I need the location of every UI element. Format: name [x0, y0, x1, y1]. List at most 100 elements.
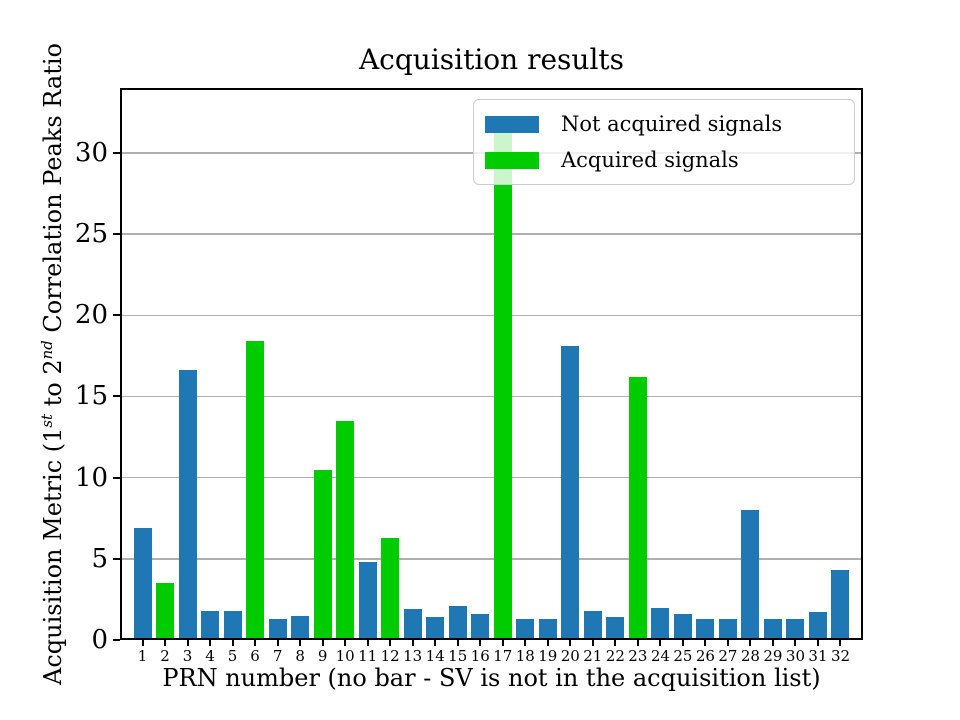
bar-prn-20 — [561, 346, 580, 640]
x-tick-mark-9 — [321, 640, 324, 646]
bar-prn-2 — [156, 583, 175, 640]
x-tick-label-7: 7 — [272, 647, 283, 665]
x-tick-mark-2 — [164, 640, 167, 646]
bar-prn-24 — [651, 607, 670, 640]
x-tick-mark-11 — [366, 640, 369, 646]
bar-prn-16 — [471, 614, 490, 640]
x-tick-label-18: 18 — [515, 647, 535, 665]
y-tick-mark-20 — [113, 314, 120, 317]
y-axis-label-sup-nd: nd — [38, 340, 56, 360]
y-tick-mark-30 — [113, 151, 120, 154]
x-tick-mark-25 — [681, 640, 684, 646]
x-tick-label-15: 15 — [448, 647, 468, 665]
bar-prn-1 — [133, 527, 152, 640]
bar-prn-13 — [403, 609, 422, 640]
bar-prn-8 — [291, 615, 310, 640]
x-tick-label-19: 19 — [538, 647, 558, 665]
x-tick-mark-18 — [524, 640, 527, 646]
chart-title: Acquisition results — [358, 43, 625, 76]
x-tick-label-12: 12 — [380, 647, 400, 665]
legend-item-acquired: Acquired signals — [474, 148, 854, 172]
x-tick-mark-30 — [794, 640, 797, 646]
x-tick-label-14: 14 — [425, 647, 445, 665]
x-tick-mark-13 — [411, 640, 414, 646]
y-tick-label-25: 25 — [74, 219, 108, 250]
x-tick-mark-4 — [209, 640, 212, 646]
x-tick-label-26: 26 — [695, 647, 715, 665]
x-tick-mark-23 — [636, 640, 639, 646]
x-tick-label-32: 32 — [830, 647, 851, 665]
x-tick-mark-27 — [726, 640, 729, 646]
x-tick-mark-22 — [614, 640, 617, 646]
x-tick-mark-19 — [546, 640, 549, 646]
legend-swatch-acquired — [485, 151, 539, 169]
bar-prn-11 — [358, 562, 377, 640]
x-tick-label-21: 21 — [583, 647, 603, 665]
bar-prn-9 — [313, 469, 332, 640]
y-tick-mark-0 — [113, 639, 120, 641]
y-tick-mark-25 — [113, 233, 120, 236]
x-tick-label-30: 30 — [785, 647, 805, 665]
bar-prn-29 — [763, 618, 782, 640]
x-tick-label-2: 2 — [160, 647, 170, 665]
bar-prn-15 — [448, 605, 467, 640]
y-tick-label-0: 0 — [91, 625, 108, 655]
legend-label-not-acquired: Not acquired signals — [561, 112, 783, 136]
x-tick-label-6: 6 — [250, 647, 260, 665]
x-tick-label-9: 9 — [317, 647, 328, 665]
x-tick-label-4: 4 — [205, 647, 215, 665]
bar-prn-17 — [493, 130, 512, 640]
x-tick-mark-12 — [389, 640, 392, 646]
x-tick-label-27: 27 — [718, 647, 738, 665]
bar-prn-19 — [538, 618, 557, 640]
y-tick-label-5: 5 — [91, 543, 108, 574]
x-axis-label: PRN number (no bar - SV is not in the ac… — [162, 664, 821, 692]
x-tick-label-28: 28 — [740, 647, 760, 665]
plot-area — [120, 88, 863, 640]
x-tick-mark-21 — [591, 640, 594, 646]
y-tick-mark-10 — [113, 476, 120, 479]
bar-prn-27 — [718, 618, 737, 640]
legend-item-not-acquired: Not acquired signals — [474, 112, 854, 136]
x-tick-mark-17 — [501, 640, 504, 646]
bar-prn-18 — [516, 618, 535, 640]
x-tick-mark-16 — [479, 640, 482, 646]
x-tick-label-20: 20 — [560, 647, 580, 665]
bar-prn-25 — [673, 614, 692, 640]
x-tick-mark-1 — [141, 640, 144, 646]
x-tick-mark-15 — [456, 640, 459, 646]
y-axis-label-prefix: Acquisition Metric (1 — [39, 427, 67, 685]
x-tick-mark-7 — [276, 640, 279, 646]
bar-prn-28 — [741, 510, 760, 640]
y-tick-mark-15 — [113, 395, 120, 398]
x-tick-mark-3 — [186, 640, 189, 646]
x-tick-mark-31 — [816, 640, 819, 646]
bar-prn-23 — [628, 376, 647, 640]
bar-prn-3 — [178, 370, 197, 640]
y-axis-label-suffix: Correlation Peaks Ratio — [39, 43, 67, 341]
y-tick-label-20: 20 — [74, 300, 108, 331]
x-tick-mark-14 — [434, 640, 437, 646]
bar-prn-4 — [201, 610, 220, 640]
x-tick-label-5: 5 — [227, 647, 238, 665]
y-axis-label-mid: to 2 — [39, 359, 67, 414]
x-tick-label-29: 29 — [763, 647, 783, 665]
bar-prn-14 — [426, 617, 445, 640]
x-tick-label-10: 10 — [335, 647, 355, 665]
legend-label-acquired: Acquired signals — [561, 148, 739, 172]
x-tick-label-11: 11 — [358, 647, 378, 665]
x-tick-mark-28 — [749, 640, 752, 646]
legend: Not acquired signals Acquired signals — [473, 99, 855, 185]
x-tick-mark-6 — [254, 640, 257, 646]
gridline-y-25 — [120, 233, 863, 235]
x-tick-mark-20 — [569, 640, 572, 646]
bar-prn-21 — [583, 610, 602, 640]
x-tick-mark-8 — [299, 640, 302, 646]
y-tick-mark-5 — [113, 557, 120, 560]
gridline-y-5 — [120, 558, 863, 560]
legend-swatch-not-acquired — [485, 115, 539, 133]
gridline-y-15 — [120, 395, 863, 398]
bar-prn-30 — [786, 618, 805, 640]
x-tick-label-17: 17 — [493, 647, 513, 665]
